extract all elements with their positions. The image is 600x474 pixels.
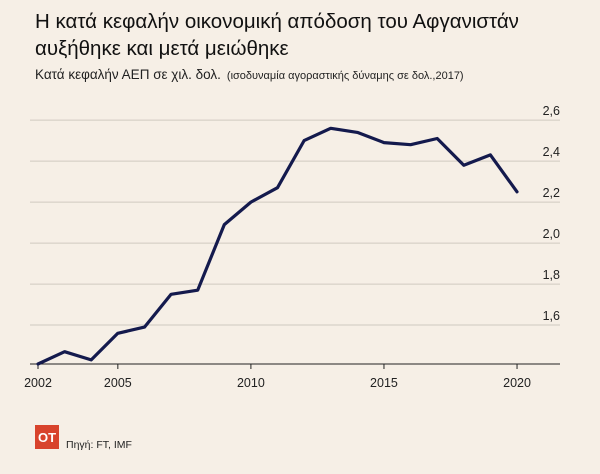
y-tick-label: 1,6: [543, 309, 560, 323]
y-tick-label: 2,6: [543, 104, 560, 118]
y-tick-label: 2,2: [543, 186, 560, 200]
chart-subtitle: Κατά κεφαλήν ΑΕΠ σε χιλ. δολ. (ισοδυναμία…: [35, 67, 464, 82]
y-tick-label: 2,4: [543, 145, 560, 159]
y-tick-label: 1,8: [543, 268, 560, 282]
chart-title: Η κατά κεφαλήν οικονομική απόδοση του Αφ…: [35, 8, 595, 62]
subtitle-note: (ισοδυναμία αγοραστικής δύναμης σε δολ.,…: [226, 70, 464, 82]
x-tick-label: 2010: [237, 376, 265, 390]
chart-title-line-1: Η κατά κεφαλήν οικονομική απόδοση του Αφ…: [35, 10, 519, 33]
x-tick-label: 2002: [24, 376, 52, 390]
x-tick-label: 2015: [370, 376, 398, 390]
subtitle-main: Κατά κεφαλήν ΑΕΠ σε χιλ. δολ.: [35, 67, 221, 82]
source-note: Πηγή: FT, IMF: [66, 439, 132, 451]
chart-title-line-2: αυξήθηκε και μετά μειώθηκε: [35, 37, 289, 60]
x-tick-label: 2005: [104, 376, 132, 390]
series-line-gdp-per-capita: [36, 126, 519, 366]
y-tick-label: 2,0: [543, 227, 560, 241]
x-tick-label: 2020: [503, 376, 531, 390]
ot-logo: OT: [35, 425, 59, 449]
